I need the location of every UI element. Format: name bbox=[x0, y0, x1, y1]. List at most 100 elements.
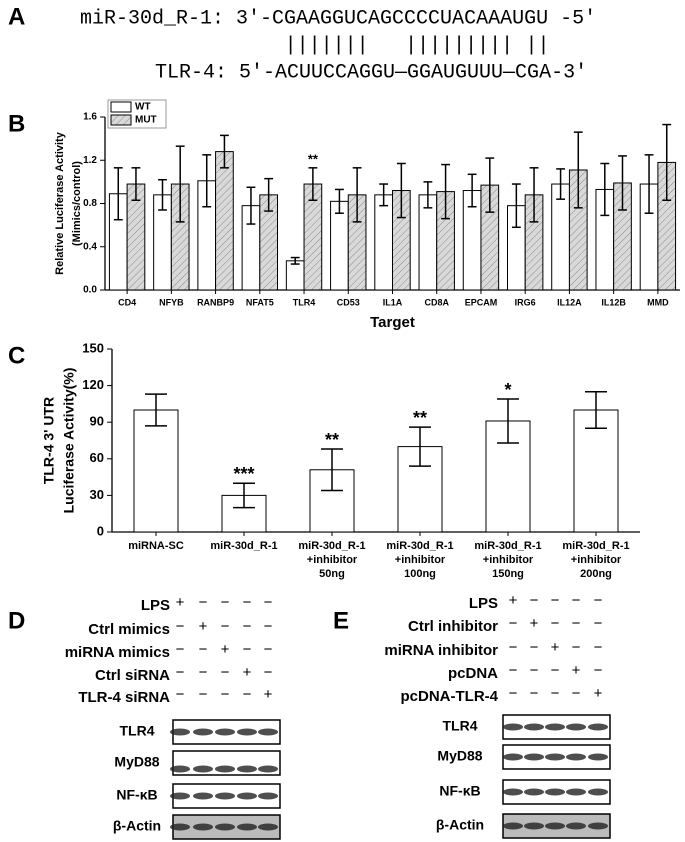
treatment-sign: − bbox=[176, 686, 185, 703]
band-label: TLR4 bbox=[443, 718, 478, 734]
y-axis-label: Relative Luciferase Activity bbox=[54, 131, 66, 275]
blot-band bbox=[566, 723, 586, 731]
bar bbox=[418, 194, 438, 291]
mirna-sequence: miR-30d_R-1: 3'-CGAAGGUCAGCCCCUACAAAUGU … bbox=[80, 7, 596, 30]
error-bar bbox=[600, 162, 610, 217]
blot-band bbox=[258, 728, 278, 736]
treatment-sign: − bbox=[221, 594, 230, 611]
blot-band bbox=[566, 788, 586, 796]
treatment-sign: − bbox=[176, 618, 185, 635]
treatment-sign: + bbox=[243, 664, 252, 681]
blot-band bbox=[193, 792, 213, 800]
band-label: MyD88 bbox=[114, 754, 159, 770]
significance: * bbox=[504, 380, 511, 400]
band-label: TLR4 bbox=[120, 723, 155, 739]
error-bar bbox=[352, 167, 362, 223]
treatment-sign: − bbox=[264, 664, 273, 681]
treatment-sign: − bbox=[509, 639, 518, 656]
treatment-sign: − bbox=[199, 641, 208, 658]
treatment-sign: − bbox=[243, 594, 252, 611]
treatment-sign: − bbox=[551, 592, 560, 609]
blot-band bbox=[588, 723, 608, 731]
blot-band bbox=[215, 792, 235, 800]
blot-band bbox=[258, 792, 278, 800]
band-label: NF-κB bbox=[439, 783, 480, 799]
error-bar bbox=[467, 173, 477, 208]
y-axis-label: Luciferase Activity(%) bbox=[61, 368, 77, 514]
error-bar bbox=[246, 186, 256, 225]
treatment-sign: − bbox=[530, 592, 539, 609]
significance: *** bbox=[233, 464, 254, 484]
error-bar bbox=[485, 157, 495, 213]
legend-swatch bbox=[110, 101, 132, 113]
treatment-sign: + bbox=[509, 592, 518, 609]
band-label: MyD88 bbox=[437, 748, 482, 764]
treatment-label: LPS bbox=[141, 597, 170, 614]
blot-band bbox=[170, 823, 190, 831]
x-axis-label: Target bbox=[370, 314, 415, 331]
y-tick-label: 30 bbox=[90, 487, 104, 502]
treatment-sign: − bbox=[176, 664, 185, 681]
base-pairing: ||||||||| bbox=[405, 34, 513, 57]
panel-label: E bbox=[333, 607, 349, 634]
treatment-sign: − bbox=[509, 615, 518, 632]
bar bbox=[330, 200, 349, 291]
x-tick-label: miR-30d_R-1 bbox=[386, 540, 453, 552]
blot-band bbox=[503, 723, 523, 731]
x-tick-label: TLR4 bbox=[293, 297, 316, 307]
error-bar bbox=[233, 482, 255, 509]
treatment-label: LPS bbox=[469, 595, 498, 612]
blot-band bbox=[237, 765, 257, 773]
x-tick-label: miR-30d_R-1 bbox=[474, 540, 541, 552]
x-tick-label: miR-30d_R-1 bbox=[298, 540, 365, 552]
blot-band bbox=[215, 823, 235, 831]
blot-band bbox=[524, 723, 544, 731]
treatment-sign: − bbox=[530, 685, 539, 702]
blot-band bbox=[545, 822, 565, 830]
x-tick-label: CD53 bbox=[337, 297, 360, 307]
blot-band bbox=[237, 792, 257, 800]
x-tick-label: CD8A bbox=[424, 297, 449, 307]
bar bbox=[551, 183, 570, 291]
treatment-sign: − bbox=[551, 662, 560, 679]
x-tick-label: 150ng bbox=[492, 568, 524, 580]
treatment-sign: − bbox=[264, 594, 273, 611]
legend-label: WT bbox=[135, 102, 151, 113]
x-tick-label: +inhibitor bbox=[483, 554, 534, 566]
y-tick-label: 0.8 bbox=[83, 198, 97, 209]
blot-band bbox=[215, 765, 235, 773]
blot-band bbox=[170, 728, 190, 736]
significance: ** bbox=[308, 151, 319, 166]
panel-label: A bbox=[8, 3, 25, 30]
treatment-sign: − bbox=[594, 592, 603, 609]
blot-band bbox=[545, 723, 565, 731]
x-tick-label: 200ng bbox=[580, 568, 612, 580]
y-axis-label: (Mimics/control) bbox=[71, 161, 83, 246]
y-tick-label: 60 bbox=[90, 450, 104, 465]
blot-band bbox=[588, 753, 608, 761]
treatment-sign: + bbox=[264, 686, 273, 703]
blot-band bbox=[503, 788, 523, 796]
bar bbox=[285, 260, 305, 291]
x-tick-label: IL12B bbox=[601, 297, 626, 307]
legend-label: MUT bbox=[135, 115, 157, 126]
error-bar bbox=[145, 393, 167, 427]
treatment-sign: − bbox=[594, 615, 603, 632]
treatment-sign: + bbox=[199, 618, 208, 635]
error-bar bbox=[131, 167, 141, 202]
band-label: NF-κB bbox=[116, 787, 157, 803]
significance: ** bbox=[413, 408, 427, 428]
treatment-sign: − bbox=[572, 592, 581, 609]
blot-band bbox=[545, 753, 565, 761]
treatment-sign: + bbox=[176, 594, 185, 611]
blot-band bbox=[588, 788, 608, 796]
treatment-sign: − bbox=[243, 686, 252, 703]
blot-band bbox=[588, 822, 608, 830]
bar bbox=[573, 409, 619, 533]
x-tick-label: CD4 bbox=[118, 297, 136, 307]
y-tick-label: 0.4 bbox=[83, 241, 97, 252]
blot-band bbox=[237, 728, 257, 736]
treatment-sign: − bbox=[594, 662, 603, 679]
